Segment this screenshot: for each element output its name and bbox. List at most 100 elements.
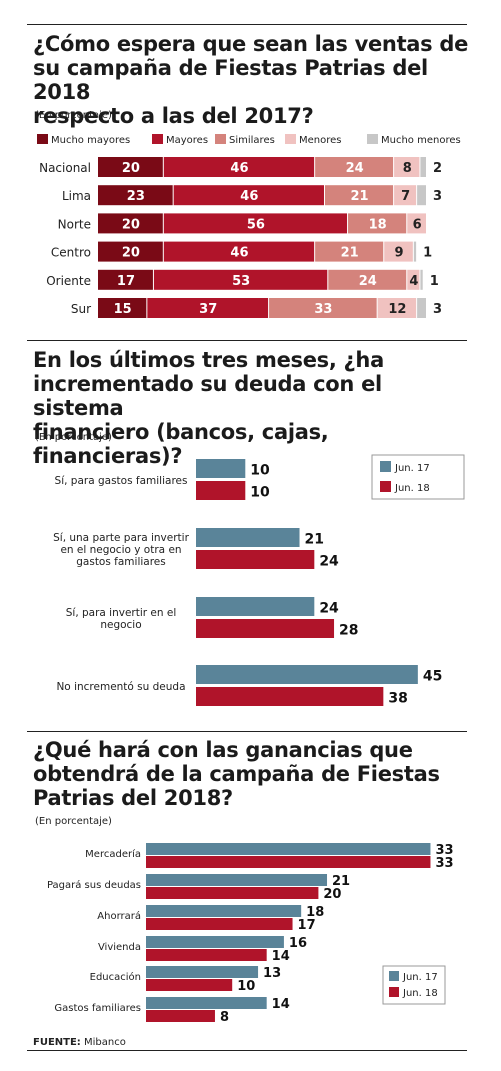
bar bbox=[196, 550, 315, 569]
bar-segment bbox=[153, 269, 328, 290]
bar bbox=[146, 966, 259, 978]
chart3-subtitle: (En porcentaje) bbox=[35, 816, 112, 827]
legend-label: Jun. 17 bbox=[402, 972, 438, 983]
data-label: 21 bbox=[341, 246, 359, 261]
data-label: 16 bbox=[289, 936, 307, 951]
top-rule bbox=[27, 24, 467, 25]
bar-segment bbox=[269, 298, 377, 318]
data-label: 18 bbox=[306, 905, 324, 920]
legend-swatch bbox=[389, 987, 399, 997]
data-label: 24 bbox=[359, 274, 377, 289]
legend-swatch bbox=[152, 134, 163, 144]
data-label: 46 bbox=[230, 161, 248, 176]
data-label: 33 bbox=[314, 302, 332, 317]
data-label: 10 bbox=[250, 485, 270, 501]
data-label: 37 bbox=[199, 302, 217, 317]
data-label: 9 bbox=[395, 246, 404, 261]
bar bbox=[196, 597, 315, 616]
category-label: Nacional bbox=[39, 161, 91, 175]
legend-label: Jun. 17 bbox=[394, 463, 430, 474]
data-label: 24 bbox=[346, 161, 364, 176]
data-label: 3 bbox=[433, 302, 442, 317]
legend-label: Jun. 18 bbox=[402, 988, 438, 999]
category-label: Gastos familiares bbox=[54, 1003, 141, 1014]
bar bbox=[146, 936, 284, 948]
category-label: en el negocio y otra en bbox=[60, 544, 181, 556]
bar-segment bbox=[417, 185, 426, 206]
bar-segment bbox=[98, 269, 153, 290]
data-label: 33 bbox=[435, 856, 453, 871]
bar-segment bbox=[98, 185, 173, 206]
data-label: 56 bbox=[247, 217, 265, 232]
section2-rule bbox=[27, 340, 467, 341]
chart1-title-line: respecto a las del 2017? bbox=[33, 104, 314, 128]
category-label: Oriente bbox=[46, 274, 91, 288]
category-label: gastos familiares bbox=[76, 556, 165, 568]
bar bbox=[146, 997, 267, 1009]
source-label: FUENTE: bbox=[33, 1037, 81, 1048]
data-label: 10 bbox=[237, 979, 255, 994]
data-label: 15 bbox=[114, 302, 132, 317]
legend-swatch bbox=[380, 481, 391, 492]
bar-segment bbox=[163, 241, 315, 262]
legend-label: Mayores bbox=[166, 135, 208, 146]
category-label: Sur bbox=[71, 302, 91, 316]
category-label: Mercadería bbox=[85, 848, 141, 860]
bar-segment bbox=[147, 298, 269, 318]
bar-segment bbox=[413, 241, 417, 262]
bar-segment bbox=[98, 157, 163, 177]
data-label: 8 bbox=[403, 161, 412, 176]
category-label: negocio bbox=[100, 619, 141, 631]
data-label: 46 bbox=[240, 189, 258, 204]
category-label: Sí, para gastos familiares bbox=[55, 475, 188, 487]
chart1-stacked-bar-chart: Mucho mayores Mayores Similares Menores Much… bbox=[37, 134, 461, 318]
data-label: 33 bbox=[435, 843, 453, 858]
data-label: 6 bbox=[413, 217, 422, 232]
bar-segment bbox=[348, 213, 407, 234]
data-label: 1 bbox=[423, 246, 432, 261]
bar-segment bbox=[163, 213, 348, 234]
category-label: Lima bbox=[62, 189, 91, 203]
data-label: 46 bbox=[230, 246, 248, 261]
category-label: Sí, una parte para invertir bbox=[53, 532, 189, 544]
data-label: 28 bbox=[339, 623, 358, 639]
bar-segment bbox=[417, 298, 426, 318]
bar-segment bbox=[98, 213, 163, 234]
bar-segment bbox=[420, 269, 423, 290]
chart2-title: En los últimos tres meses, ¿ha increment… bbox=[33, 348, 473, 468]
legend-label: Mucho menores bbox=[381, 135, 461, 146]
data-label: 12 bbox=[388, 302, 406, 317]
chart3-title-line: Patrias del 2018? bbox=[33, 786, 233, 810]
bar bbox=[146, 905, 302, 917]
legend-swatch bbox=[215, 134, 226, 144]
chart1-subtitle: (En porcentaje) bbox=[35, 110, 112, 121]
category-label: Vivienda bbox=[98, 942, 141, 953]
data-label: 14 bbox=[272, 949, 290, 964]
chart1-title-line: su campaña de Fiestas Patrias del 2018 bbox=[33, 56, 428, 104]
data-label: 10 bbox=[250, 463, 270, 479]
bar-segment bbox=[163, 157, 315, 177]
source-text: Mibanco bbox=[84, 1037, 126, 1048]
bar-segment bbox=[407, 269, 420, 290]
chart3-title-line: ¿Qué hará con las ganancias que bbox=[33, 738, 413, 762]
chart2-title-line: En los últimos tres meses, ¿ha bbox=[33, 348, 384, 372]
bar bbox=[146, 874, 328, 886]
chart2-subtitle: (En porcentaje) bbox=[35, 432, 112, 443]
bar bbox=[146, 887, 319, 899]
bar-segment bbox=[377, 298, 417, 318]
chart2-title-line: financiero (bancos, cajas, financieras)? bbox=[33, 420, 329, 468]
data-label: 4 bbox=[409, 274, 418, 289]
data-label: 17 bbox=[298, 918, 316, 933]
bar-segment bbox=[394, 157, 420, 177]
bar-segment bbox=[325, 185, 394, 206]
bar bbox=[146, 949, 267, 961]
bar bbox=[146, 918, 293, 930]
legend-label: Mucho mayores bbox=[51, 135, 130, 146]
bar bbox=[196, 687, 384, 706]
data-label: 18 bbox=[369, 217, 387, 232]
category-label: Ahorrará bbox=[97, 910, 141, 922]
bar-segment bbox=[98, 298, 147, 318]
bar-segment bbox=[173, 185, 325, 206]
chart3-title: ¿Qué hará con las ganancias que obtendrá… bbox=[33, 738, 473, 810]
legend-label: Menores bbox=[299, 135, 342, 146]
